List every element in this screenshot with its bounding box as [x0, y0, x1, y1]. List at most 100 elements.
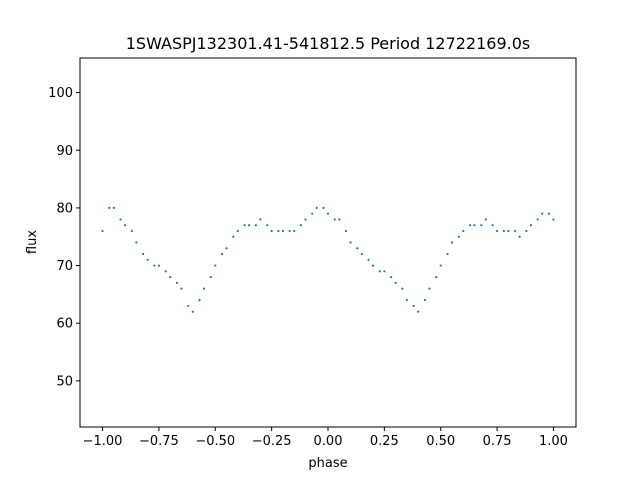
data-point	[428, 287, 431, 290]
data-point	[552, 218, 555, 221]
data-point	[450, 241, 454, 244]
data-point	[457, 235, 460, 238]
x-axis-label: phase	[308, 456, 347, 471]
y-tick-label: 80	[56, 201, 73, 216]
y-axis-label: flux	[25, 230, 40, 254]
x-tick-label: 0.75	[483, 434, 512, 449]
data-point	[356, 247, 359, 250]
data-point	[153, 264, 156, 267]
data-point	[214, 264, 217, 267]
data-point	[225, 247, 228, 250]
data-point	[423, 299, 427, 302]
data-point	[405, 299, 409, 302]
data-point	[101, 229, 104, 233]
data-point	[130, 229, 133, 233]
data-point	[293, 229, 296, 233]
y-tick-label: 50	[56, 374, 73, 389]
data-point	[462, 229, 465, 233]
data-point	[281, 229, 285, 233]
data-point	[259, 218, 262, 221]
data-point	[435, 275, 438, 279]
data-point	[412, 304, 415, 308]
data-point	[383, 270, 386, 273]
data-point	[360, 252, 363, 256]
data-point	[394, 281, 397, 284]
data-point	[326, 212, 330, 215]
data-point	[135, 241, 138, 244]
data-point	[202, 287, 206, 290]
data-point	[514, 229, 517, 233]
x-tick-label: −0.75	[139, 434, 179, 449]
data-point	[473, 224, 476, 227]
data-point	[112, 206, 115, 210]
data-point	[378, 270, 381, 273]
data-point	[164, 270, 167, 273]
data-point	[338, 218, 341, 221]
data-point	[266, 224, 269, 227]
data-point	[209, 275, 212, 279]
data-point	[390, 275, 393, 279]
x-axis: −1.00 −0.75 −0.50 −0.25 0.00 0.25 0.50 0.75 1.00	[83, 427, 568, 449]
y-tick-label: 90	[56, 144, 73, 159]
x-tick-label: 0.50	[426, 434, 455, 449]
data-point	[541, 212, 544, 215]
data-point	[518, 235, 521, 238]
data-point	[220, 252, 224, 256]
data-point	[277, 229, 280, 233]
y-tick-label: 100	[48, 86, 73, 101]
x-tick-label: 1.00	[539, 434, 568, 449]
data-point	[468, 224, 472, 227]
data-point	[446, 252, 449, 256]
data-point	[322, 206, 325, 210]
x-tick-label: −0.50	[195, 434, 235, 449]
data-point	[304, 218, 307, 221]
data-point	[236, 229, 239, 233]
data-point	[180, 287, 183, 290]
data-point	[495, 229, 499, 233]
data-point	[142, 252, 145, 256]
data-point	[547, 212, 551, 215]
data-point	[484, 218, 487, 221]
data-point	[491, 224, 494, 227]
x-tick-label: −0.25	[252, 434, 292, 449]
data-point	[232, 235, 235, 238]
data-point	[146, 258, 149, 261]
data-point	[187, 304, 190, 308]
y-tick-label: 70	[56, 259, 73, 274]
data-point	[439, 264, 442, 267]
data-point	[243, 224, 246, 227]
x-tick-label: 0.00	[314, 434, 343, 449]
data-point	[529, 224, 533, 227]
data-point	[417, 310, 420, 313]
data-point	[536, 218, 539, 221]
data-point	[371, 264, 375, 267]
data-point	[175, 281, 179, 284]
data-point	[254, 224, 257, 227]
y-axis: 50 60 70 80 90 100	[48, 86, 80, 389]
data-point	[191, 310, 194, 313]
data-point	[198, 299, 201, 302]
data-points	[101, 206, 555, 313]
data-point	[119, 218, 122, 221]
data-point	[344, 229, 348, 233]
data-point	[270, 229, 273, 233]
y-tick-label: 60	[56, 317, 73, 332]
data-point	[480, 224, 483, 227]
data-point	[525, 229, 528, 233]
data-point	[507, 229, 510, 233]
data-point	[311, 212, 314, 215]
data-point	[108, 206, 111, 210]
data-point	[401, 287, 404, 290]
chart-title: 1SWASPJ132301.41-541812.5 Period 1272216…	[126, 34, 531, 53]
data-point	[333, 218, 336, 221]
data-point	[349, 241, 352, 244]
data-point	[157, 264, 161, 267]
data-point	[367, 258, 370, 261]
data-point	[247, 224, 251, 227]
data-point	[169, 275, 172, 279]
x-tick-label: −1.00	[83, 434, 123, 449]
data-point	[502, 229, 505, 233]
